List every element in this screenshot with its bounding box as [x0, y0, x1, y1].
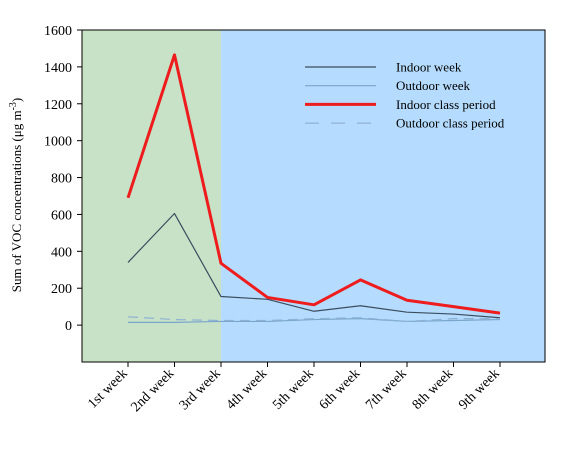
shaded-region-2 [221, 30, 545, 362]
y-tick-label-1000: 1000 [44, 135, 72, 150]
y-tick-label-600: 600 [51, 208, 72, 223]
x-tick-label-7: 7th week [363, 366, 410, 413]
legend: Indoor week Outdoor week Indoor class peri… [305, 60, 505, 131]
series-line-4 [127, 316, 500, 323]
y-tick-label-1200: 1200 [44, 98, 72, 113]
legend-label-4: Outdoor class period [396, 116, 505, 131]
y-tick-label-1600: 1600 [44, 24, 72, 39]
series-lines [126, 53, 501, 323]
shaded-region-1 [82, 30, 221, 362]
legend-label-1: Indoor week [396, 60, 462, 75]
x-tick-label-1: 1st week [85, 366, 131, 412]
x-tick-label-4: 4th week [224, 366, 271, 413]
y-tick-label-0: 0 [65, 319, 72, 334]
x-tick-label-9: 9th week [456, 366, 503, 413]
series-line-1 [127, 212, 501, 319]
plot-frame [81, 29, 546, 363]
y-tick-label-800: 800 [51, 172, 72, 187]
plot-background [82, 30, 545, 362]
x-tick-label-8: 8th week [410, 366, 457, 413]
x-tick-label-3: 3rd week [177, 366, 224, 413]
series-line-3 [126, 53, 501, 315]
x-tick-label-5: 5th week [270, 366, 317, 413]
legend-label-2: Outdoor week [396, 78, 471, 93]
y-tick-label-1400: 1400 [44, 61, 72, 76]
legend-label-3: Indoor class period [396, 97, 496, 112]
y-axis-label: Sum of VOC concentrations (μg m-3) [8, 98, 24, 293]
x-tick-label-6: 6th week [317, 366, 364, 413]
series-line-2 [128, 318, 501, 323]
y-tick-label-200: 200 [51, 282, 72, 297]
y-tick-label-400: 400 [51, 245, 72, 260]
x-tick-label-2: 2nd week [129, 366, 178, 415]
